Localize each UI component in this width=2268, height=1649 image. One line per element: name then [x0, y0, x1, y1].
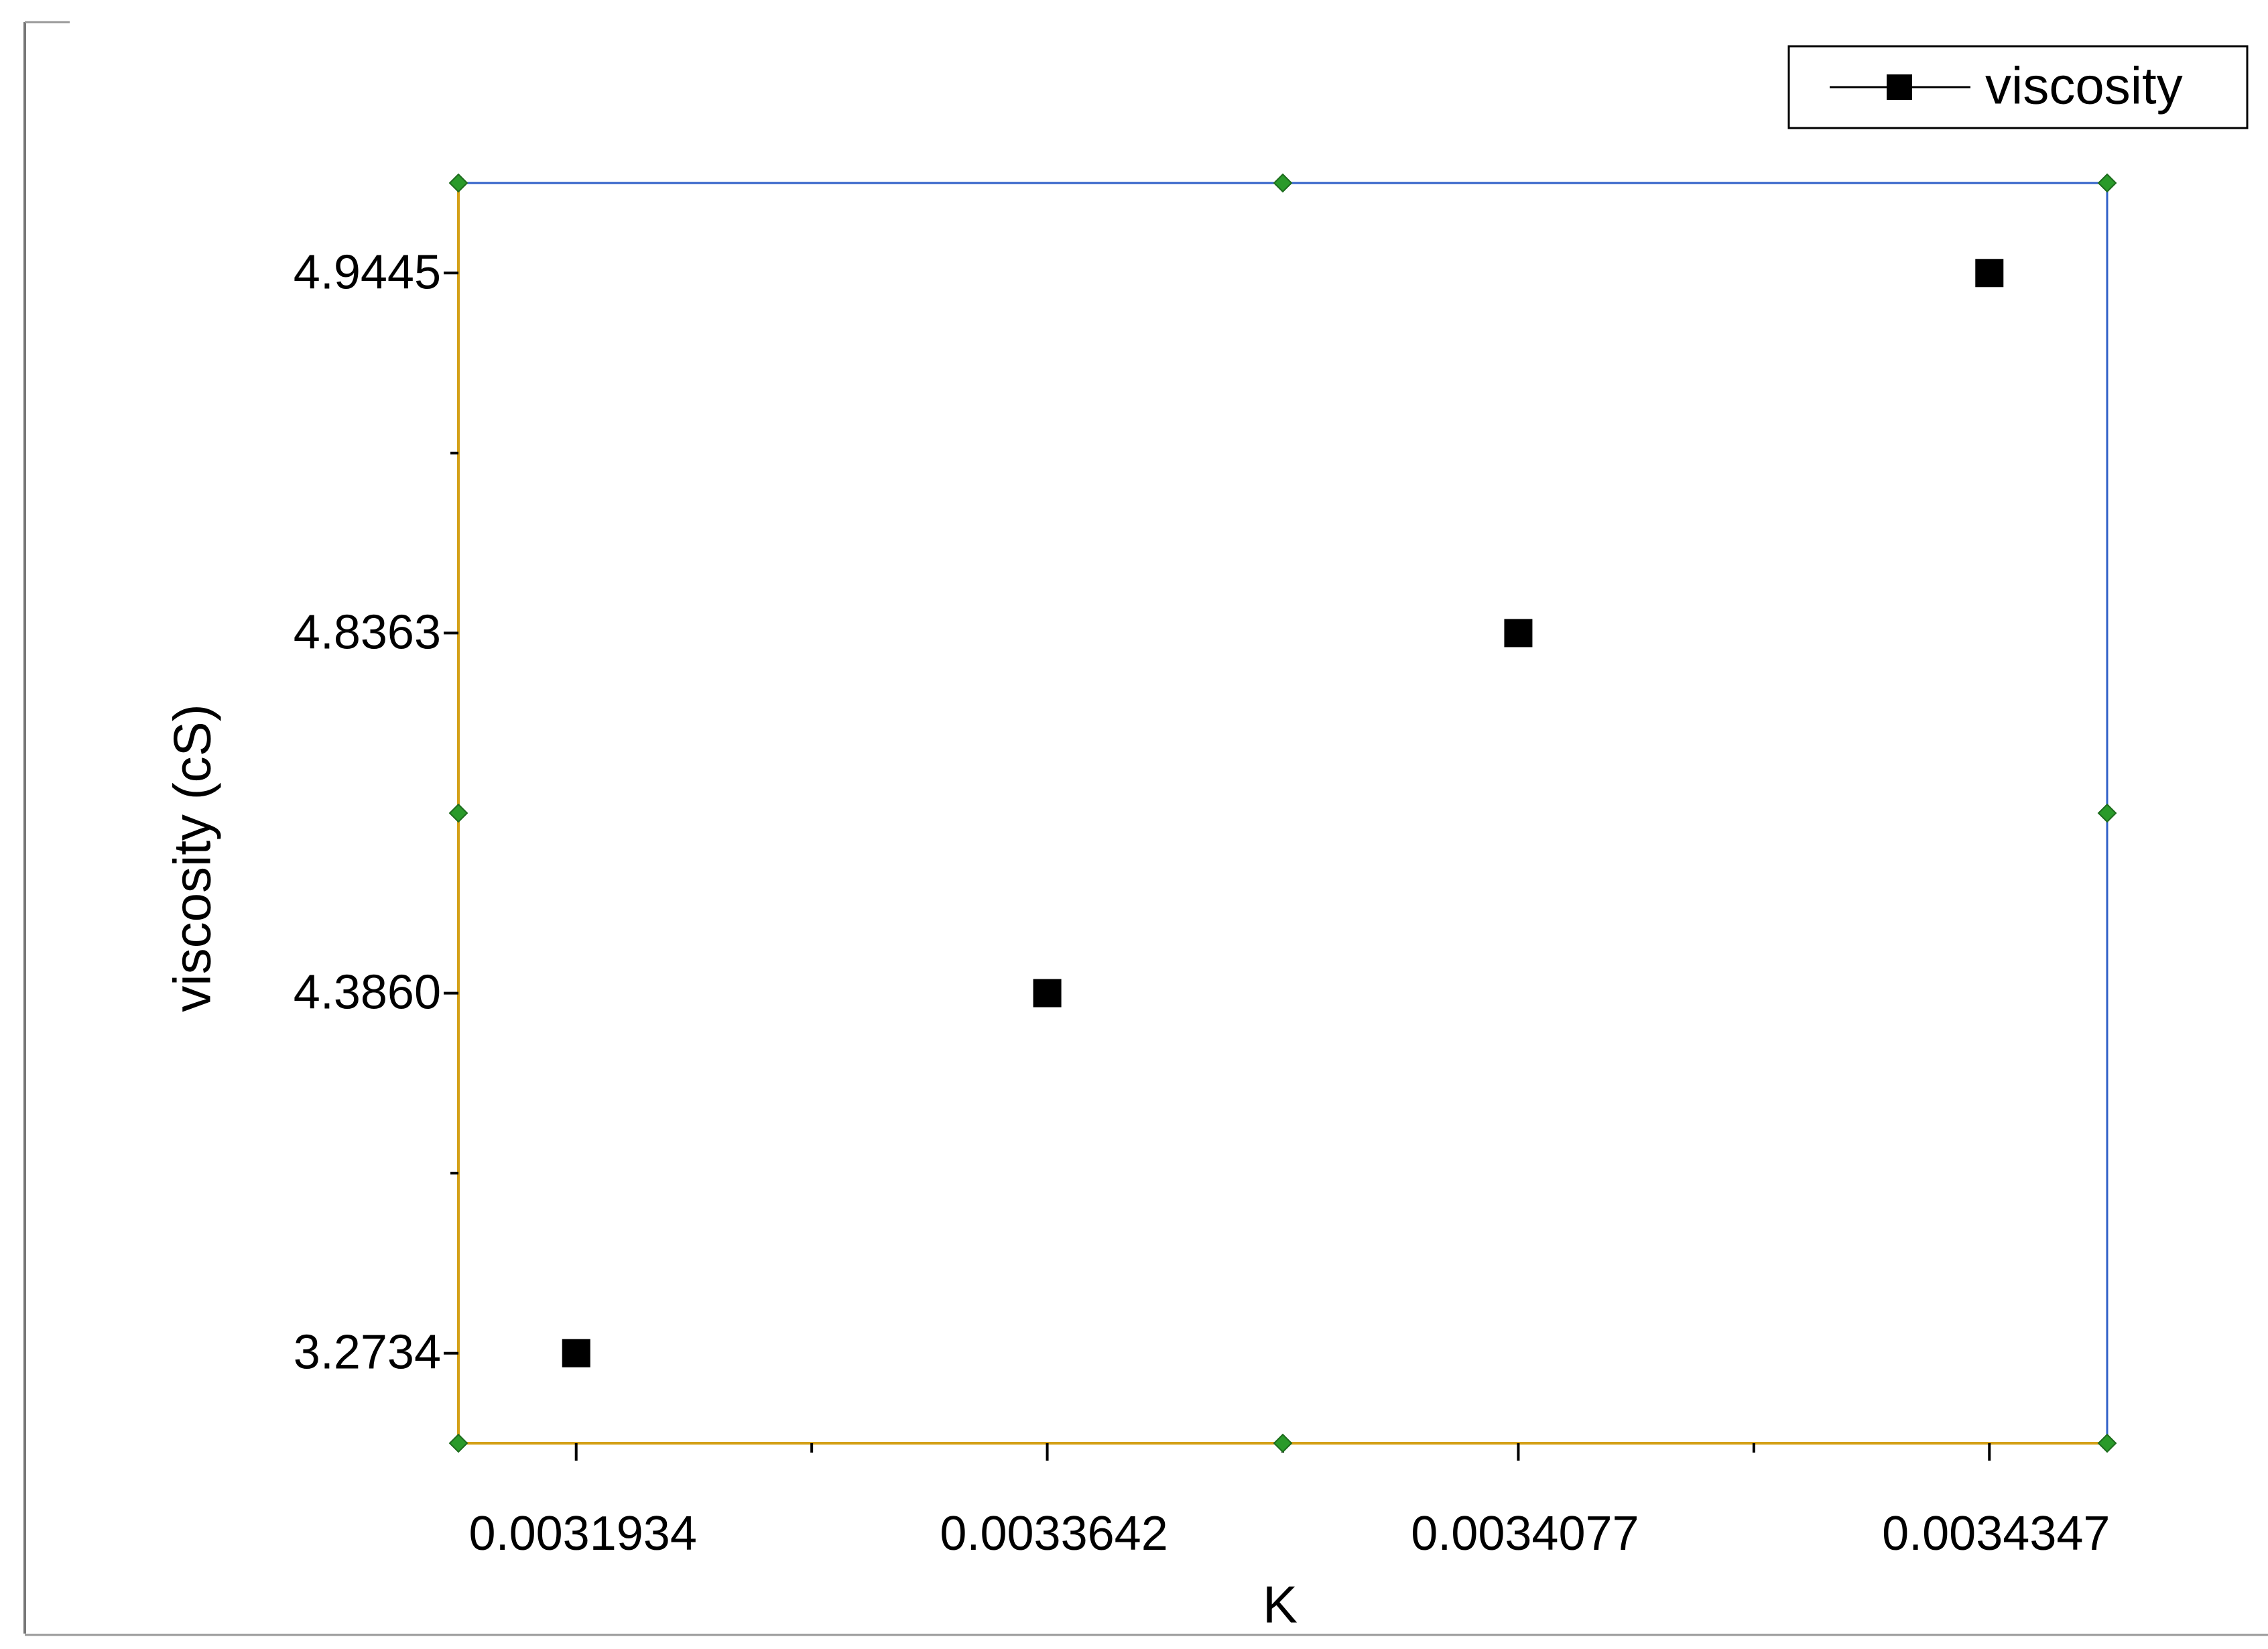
y-tick-label: 4.9445	[294, 245, 441, 299]
y-axis-title: viscosity (cS)	[163, 704, 222, 1012]
resize-handle	[448, 173, 468, 193]
resize-handle	[2097, 1433, 2117, 1453]
legend-marker	[1887, 74, 1912, 100]
x-tick-label: 0.0031934	[469, 1507, 697, 1561]
x-tick-label: 0.0034077	[1411, 1507, 1639, 1561]
y-tick-label: 4.3860	[294, 966, 441, 1020]
x-tick-label: 0.0033642	[940, 1507, 1168, 1561]
resize-handle	[1273, 173, 1293, 193]
x-tick-label: 0.0034347	[1882, 1507, 2110, 1561]
point-marker	[1975, 259, 2004, 288]
legend-label: viscosity	[1985, 56, 2183, 115]
resize-handle	[448, 1433, 468, 1453]
point-marker	[562, 1339, 590, 1367]
x-axis-title: K	[1263, 1575, 1298, 1634]
resize-handle	[2097, 803, 2117, 823]
point-marker	[1033, 979, 1062, 1007]
y-tick-label: 3.2734	[294, 1326, 441, 1380]
resize-handle	[2097, 173, 2117, 193]
resize-handle	[1273, 1433, 1293, 1453]
resize-handle	[448, 803, 468, 823]
y-tick-label: 4.8363	[294, 605, 441, 659]
point-marker	[1504, 619, 1533, 648]
